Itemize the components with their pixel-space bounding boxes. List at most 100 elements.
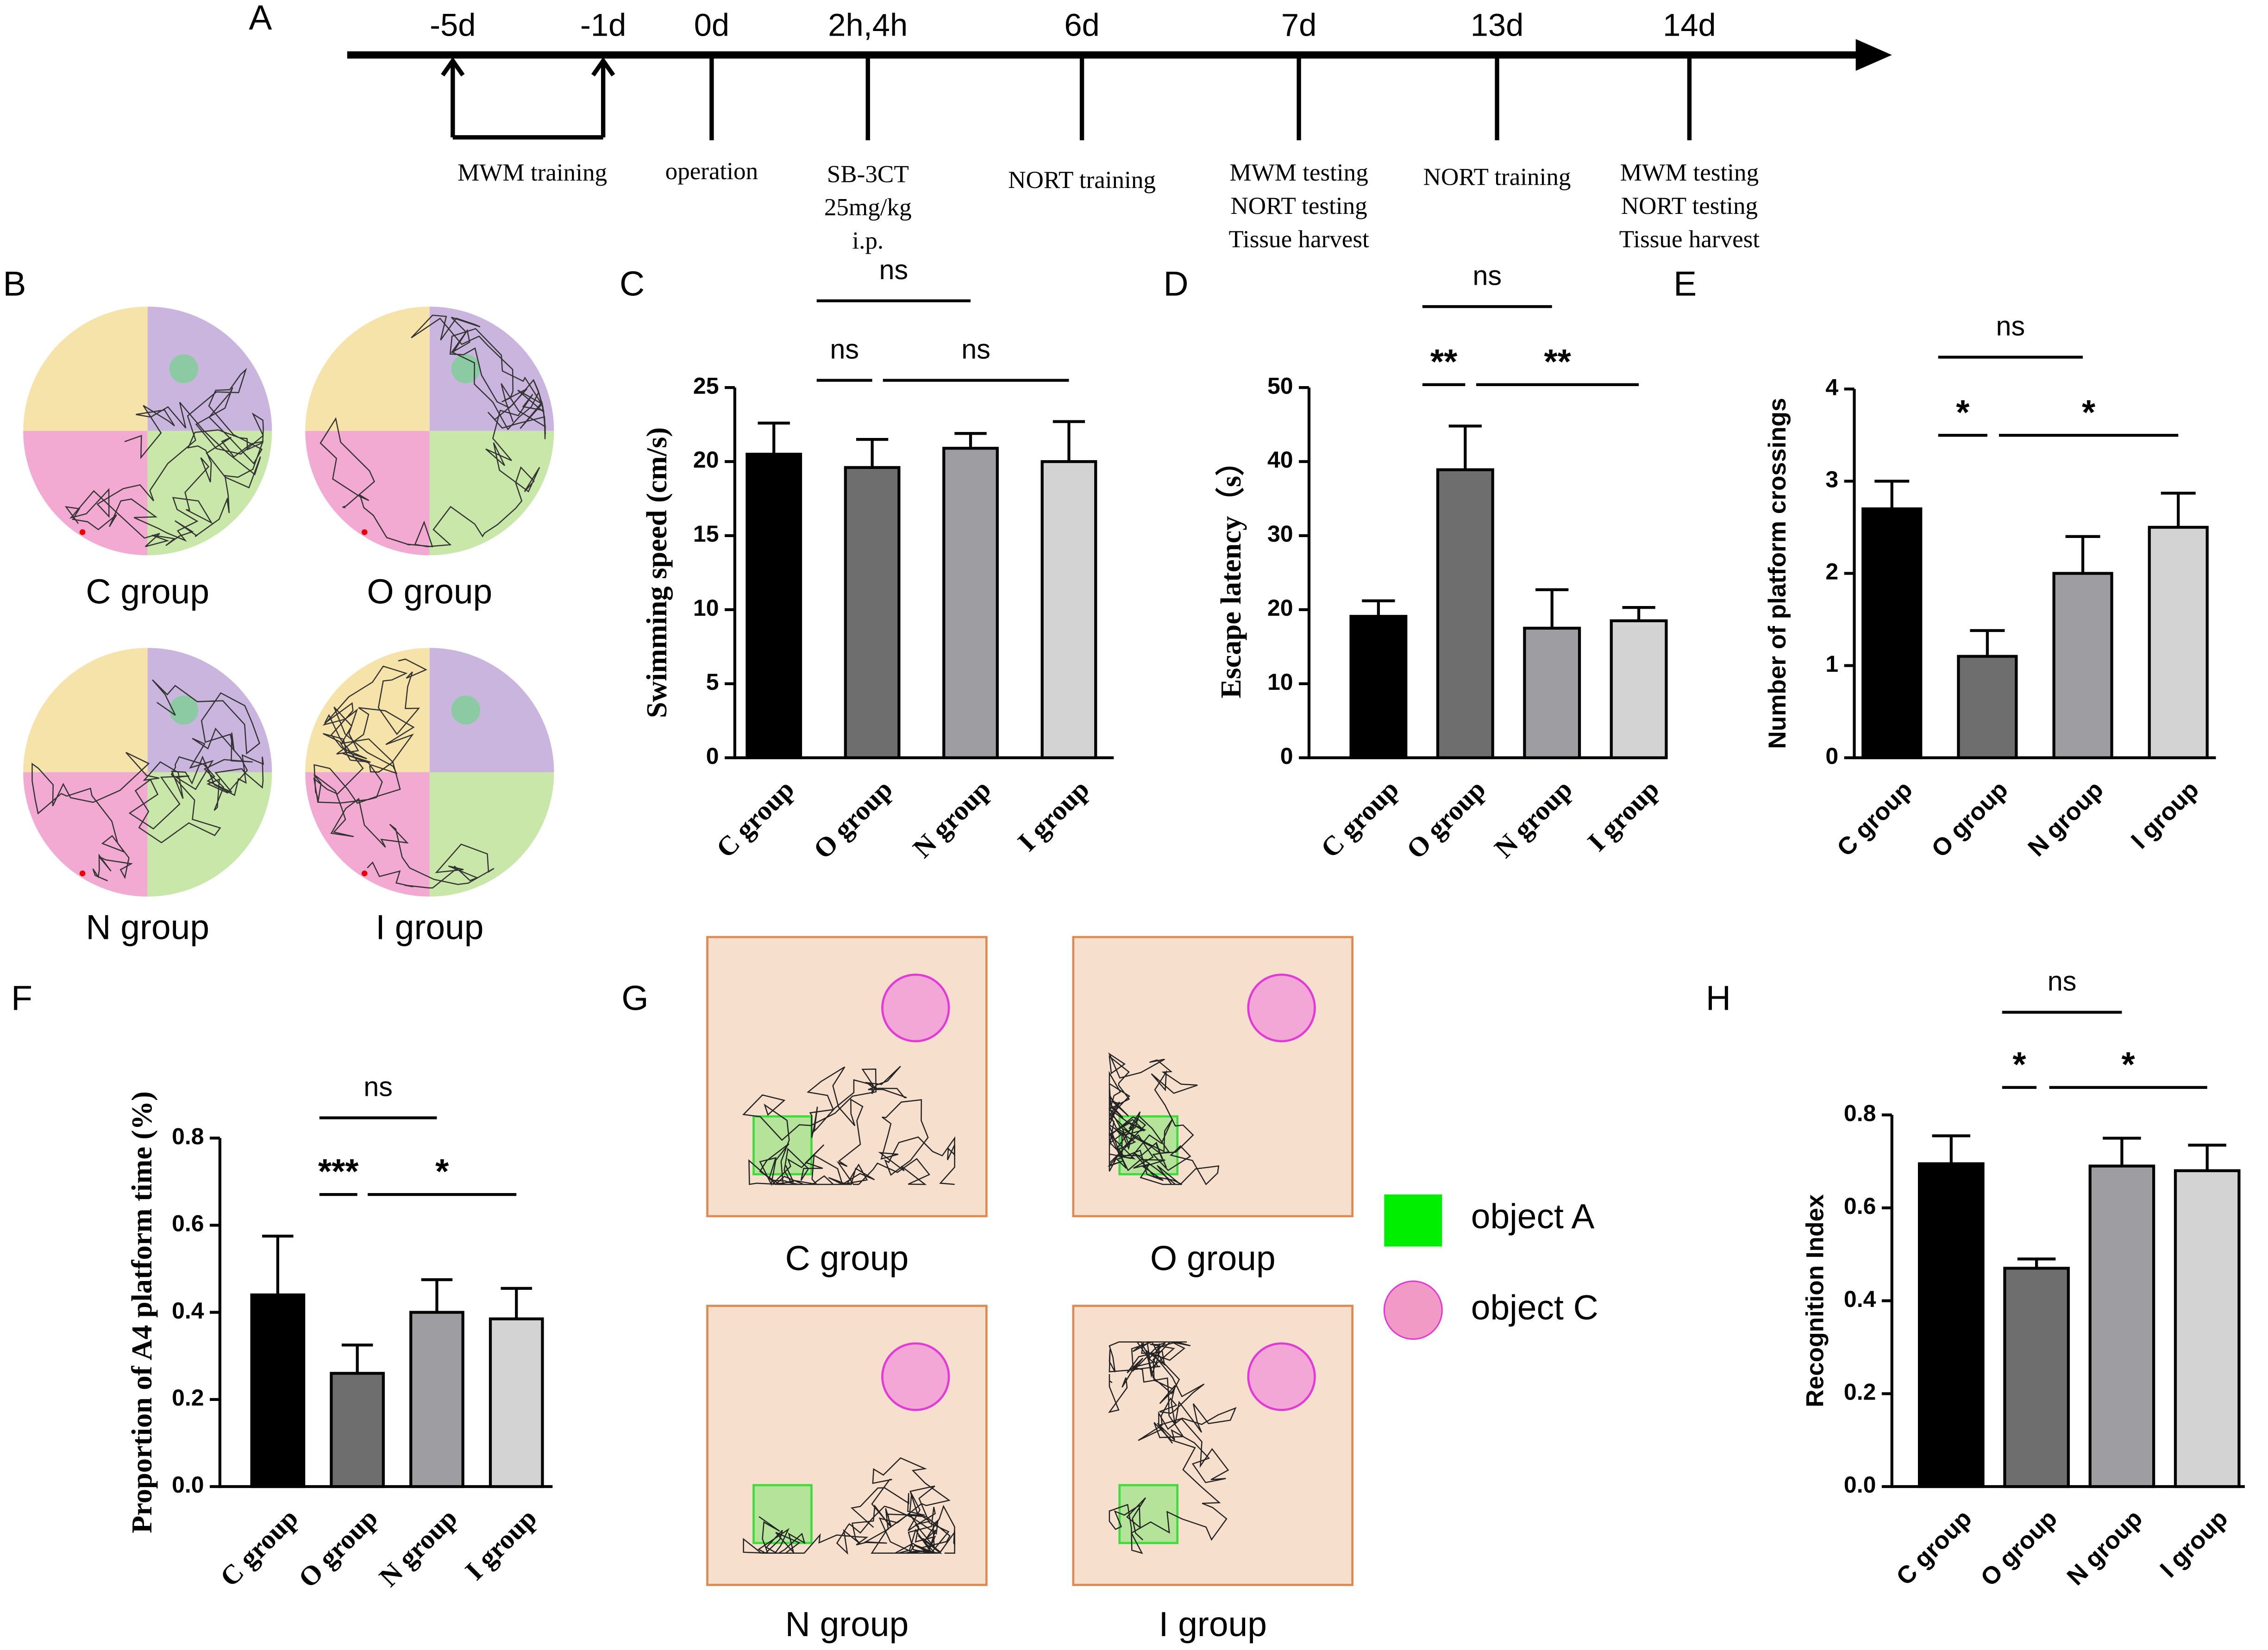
y-tick-label: 10: [1267, 669, 1293, 695]
significance-label: *: [2012, 1045, 2026, 1084]
significance-label: ns: [1996, 311, 2025, 342]
panel-letter: H: [1706, 978, 1731, 1017]
platform: [169, 695, 199, 725]
y-tick-label: 2: [1825, 559, 1838, 585]
object-a: [1118, 1484, 1179, 1544]
y-tick-label: 40: [1267, 447, 1293, 473]
event-label: NORT testing: [1230, 193, 1367, 219]
panel-letter: B: [3, 264, 26, 303]
pool: [23, 648, 272, 897]
y-tick-label: 20: [693, 447, 719, 473]
group-label: C group: [86, 572, 209, 611]
significance-label: **: [1430, 342, 1458, 381]
start-point: [79, 870, 86, 876]
bar: [2148, 525, 2209, 759]
event-label: Tissue harvest: [1619, 226, 1760, 253]
bar: [2052, 572, 2113, 759]
event-label: i.p.: [852, 227, 883, 254]
bar: [844, 466, 901, 759]
y-tick-label: 0.0: [172, 1472, 204, 1498]
y-tick-label: 0: [1280, 743, 1293, 769]
bar: [2003, 1267, 2070, 1488]
significance-label: ns: [1472, 260, 1502, 291]
start-point: [362, 529, 368, 535]
y-tick-label: 0.4: [1844, 1286, 1876, 1312]
bar: [1040, 460, 1097, 759]
start-point: [79, 529, 86, 535]
swim-track: [31, 679, 264, 881]
event-label: 25mg/kg: [824, 194, 912, 221]
pool: [305, 306, 554, 556]
event-label: NORT training: [1008, 167, 1156, 194]
bar: [1917, 1162, 1985, 1488]
y-tick-label: 3: [1825, 467, 1838, 493]
y-tick-label: 0.8: [172, 1123, 204, 1149]
y-axis-label: Proportion of A4 platform time (%): [125, 1091, 158, 1533]
y-axis-label: Swimming speed (cm/s): [640, 427, 673, 718]
bar: [2174, 1169, 2241, 1488]
bar: [942, 447, 999, 759]
group-label: N group: [86, 907, 209, 946]
y-axis-label: Escape latency（s）: [1215, 447, 1247, 698]
y-axis-label: Recognition Index: [1801, 1194, 1829, 1407]
y-tick-label: 4: [1825, 374, 1838, 400]
arena: [1072, 936, 1354, 1218]
explore-track: [743, 1457, 955, 1555]
panel-letter: E: [1673, 264, 1697, 303]
time-label: -5d: [430, 7, 476, 43]
bar: [1523, 626, 1581, 759]
significance-label: *: [2082, 393, 2096, 431]
time-label: 14d: [1663, 7, 1716, 43]
swim-track: [313, 658, 495, 889]
bar: [2088, 1164, 2155, 1488]
y-tick-label: 0.8: [1844, 1100, 1876, 1126]
panel-letter: C: [620, 264, 645, 303]
legend-label: object A: [1471, 1197, 1595, 1236]
legend-swatch-c: [1383, 1280, 1443, 1340]
y-tick-label: 10: [693, 595, 719, 621]
object-c: [1247, 1342, 1316, 1411]
platform: [451, 695, 481, 725]
y-tick-label: 30: [1267, 521, 1293, 547]
event-label: SB-3CT: [827, 161, 909, 188]
significance-label: *: [2122, 1045, 2136, 1084]
significance-label: ***: [318, 1152, 359, 1191]
pool: [23, 306, 272, 556]
legend-label: object C: [1471, 1288, 1598, 1327]
object-c: [1247, 973, 1316, 1043]
event-label: Tissue harvest: [1228, 226, 1369, 253]
object-c: [881, 973, 950, 1043]
panel-letter: A: [249, 0, 272, 37]
start-point: [362, 870, 368, 876]
time-label: 2h,4h: [828, 7, 908, 43]
swim-track: [320, 314, 546, 548]
event-label: MWM testing: [1620, 159, 1759, 186]
time-arrowhead: [441, 57, 465, 77]
y-tick-label: 20: [1267, 595, 1293, 621]
object-a: [752, 1115, 813, 1175]
bar: [489, 1317, 544, 1488]
significance-label: ns: [961, 334, 990, 365]
y-tick-label: 1: [1825, 651, 1838, 677]
y-tick-label: 0.6: [1844, 1193, 1876, 1219]
bar: [1610, 619, 1668, 759]
significance-label: *: [435, 1152, 449, 1191]
y-tick-label: 0.2: [1844, 1379, 1876, 1405]
group-label: I group: [376, 907, 483, 946]
y-tick-label: 5: [706, 669, 719, 695]
significance-label: *: [1956, 393, 1970, 431]
y-tick-label: 0: [1825, 743, 1838, 769]
event-label: NORT testing: [1621, 193, 1758, 219]
object-c: [881, 1342, 950, 1411]
y-tick-label: 0.4: [172, 1298, 204, 1324]
time-label: 6d: [1064, 7, 1099, 43]
y-tick-label: 0.2: [172, 1385, 204, 1411]
panel-letter: D: [1164, 264, 1189, 303]
y-tick-label: 0.6: [172, 1211, 204, 1237]
event-label: NORT training: [1423, 164, 1571, 191]
bar: [1349, 615, 1408, 759]
timeline-arrowhead: [1855, 39, 1892, 71]
event-label: MWM training: [457, 159, 607, 186]
event-label: operation: [665, 158, 758, 185]
